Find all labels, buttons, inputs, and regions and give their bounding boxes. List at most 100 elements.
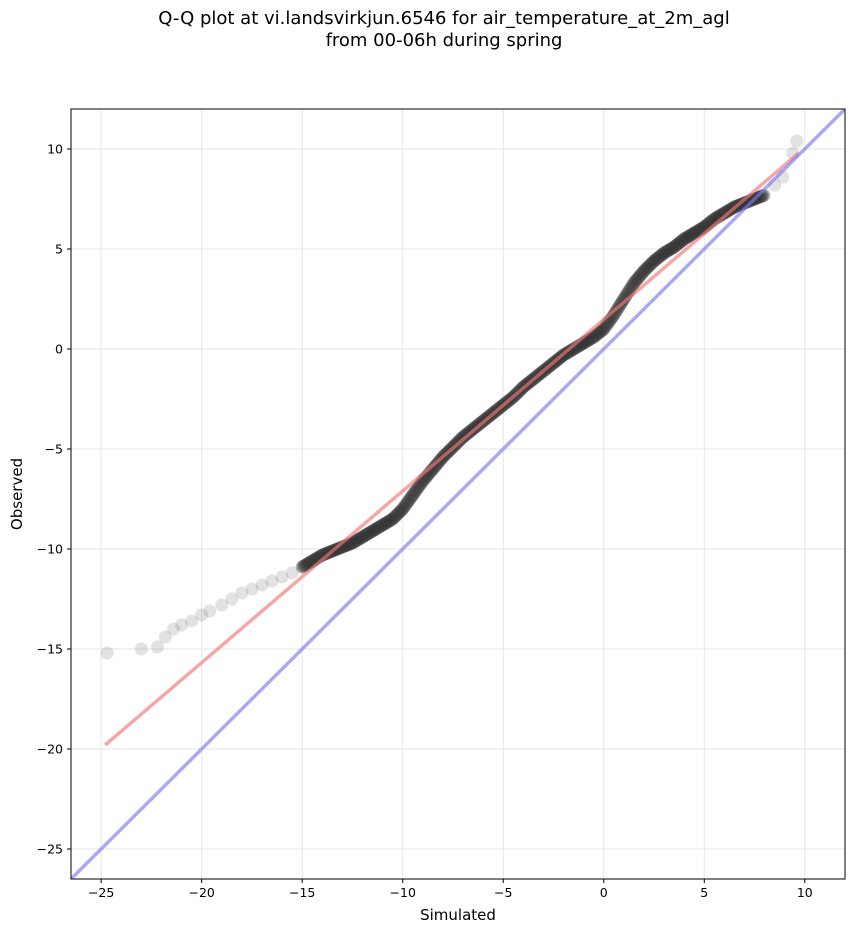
quantile-point: [720, 205, 734, 218]
quantile-point: [100, 646, 114, 660]
y-tick-label: −5: [45, 442, 63, 457]
quantile-point: [426, 462, 440, 476]
quantile-point: [662, 243, 676, 257]
quantile-point: [265, 574, 279, 588]
quantile-point: [629, 273, 643, 287]
quantile-point: [384, 513, 398, 527]
quantile-point: [366, 524, 380, 538]
quantile-point: [413, 478, 427, 491]
quantile-point: [296, 559, 310, 573]
x-tick-label: 0: [600, 885, 608, 900]
chart-subtitle: from 00-06h during spring: [325, 30, 563, 51]
quantile-point: [379, 516, 393, 530]
quantile-point: [597, 322, 611, 336]
quantile-point: [645, 257, 658, 270]
quantile-point: [389, 508, 403, 522]
quantile-point: [676, 233, 690, 247]
quantile-point: [634, 267, 648, 281]
quantile-point: [651, 251, 665, 265]
quantile-point: [185, 614, 199, 628]
quantile-point: [356, 530, 370, 544]
quantile-point: [595, 323, 609, 337]
x-axis-label: Simulated: [420, 906, 496, 924]
quantile-point: [397, 500, 411, 514]
fit-line: [104, 151, 800, 747]
quantile-point: [608, 306, 622, 320]
quantile-point: [401, 495, 415, 509]
quantile-point: [371, 521, 385, 535]
x-tick-label: 10: [797, 885, 813, 900]
quantile-point: [628, 275, 642, 288]
quantile-point: [589, 328, 603, 342]
quantile-point: [598, 320, 612, 334]
quantile-point: [790, 134, 804, 148]
x-tick-label: 5: [700, 885, 708, 900]
quantile-point: [650, 252, 664, 266]
quantile-point: [299, 558, 313, 572]
quantile-point: [627, 276, 641, 290]
quantile-point: [687, 226, 701, 240]
quantile-point: [686, 227, 700, 241]
quantile-point: [255, 578, 269, 592]
quantile-point: [364, 525, 378, 539]
quantile-point: [391, 507, 405, 521]
quantile-point: [376, 518, 390, 532]
quantile-point: [642, 259, 656, 273]
quantile-point: [369, 522, 383, 536]
quantile-point: [359, 528, 373, 542]
quantile-point: [564, 344, 578, 357]
quantile-point: [590, 327, 604, 341]
quantile-point: [175, 618, 189, 632]
quantile-point: [406, 488, 420, 502]
quantile-point: [647, 254, 661, 268]
quantile-point: [428, 459, 442, 473]
quantile-point: [717, 206, 731, 220]
quantile-point: [377, 517, 391, 531]
quantile-point: [345, 536, 359, 550]
quantile-point: [667, 240, 681, 254]
quantile-point: [657, 246, 671, 260]
quantile-point: [594, 324, 608, 338]
quantile-point: [354, 531, 368, 545]
quantile-point: [563, 344, 577, 358]
axes-frame: [70, 108, 846, 880]
quantile-point: [388, 510, 402, 523]
x-tick-label: −15: [289, 885, 315, 900]
quantile-points: [100, 134, 804, 660]
quantile-point: [624, 280, 638, 294]
quantile-point: [683, 228, 697, 242]
y-tick-label: −15: [37, 642, 63, 657]
chart-title: Q-Q plot at vi.landsvirkjun.6546 for air…: [158, 8, 730, 29]
quantile-point: [387, 511, 401, 525]
quantile-point: [392, 506, 406, 520]
quantile-point: [410, 483, 424, 497]
quantile-point: [367, 523, 381, 537]
quantile-point: [675, 234, 689, 248]
quantile-point: [673, 235, 687, 249]
quantile-point: [565, 343, 579, 357]
plot-area: [71, 109, 845, 879]
quantile-point: [639, 262, 653, 275]
quantile-point: [225, 592, 239, 606]
quantile-point: [333, 541, 347, 555]
quantile-point: [167, 622, 181, 636]
quantile-point: [584, 332, 598, 345]
quantile-point: [427, 461, 441, 474]
chart-title-block: Q-Q plot at vi.landsvirkjun.6546 for air…: [0, 8, 854, 52]
quantile-point: [646, 255, 660, 269]
quantile-point: [670, 238, 684, 252]
quantile-point: [632, 270, 646, 284]
quantile-point: [658, 245, 672, 259]
y-tick-label: 10: [47, 142, 63, 157]
quantile-point: [633, 269, 647, 282]
y-axis: −25 −20 −15 −10 −5 0 5 10: [37, 142, 71, 857]
quantile-point: [652, 250, 666, 264]
quantile-point: [382, 514, 396, 528]
quantile-point: [318, 547, 332, 561]
quantile-point: [638, 263, 652, 277]
quantile-point: [378, 517, 392, 530]
quantile-point: [215, 598, 229, 612]
y-tick-label: −25: [37, 842, 63, 857]
y-tick-label: −20: [37, 742, 63, 757]
